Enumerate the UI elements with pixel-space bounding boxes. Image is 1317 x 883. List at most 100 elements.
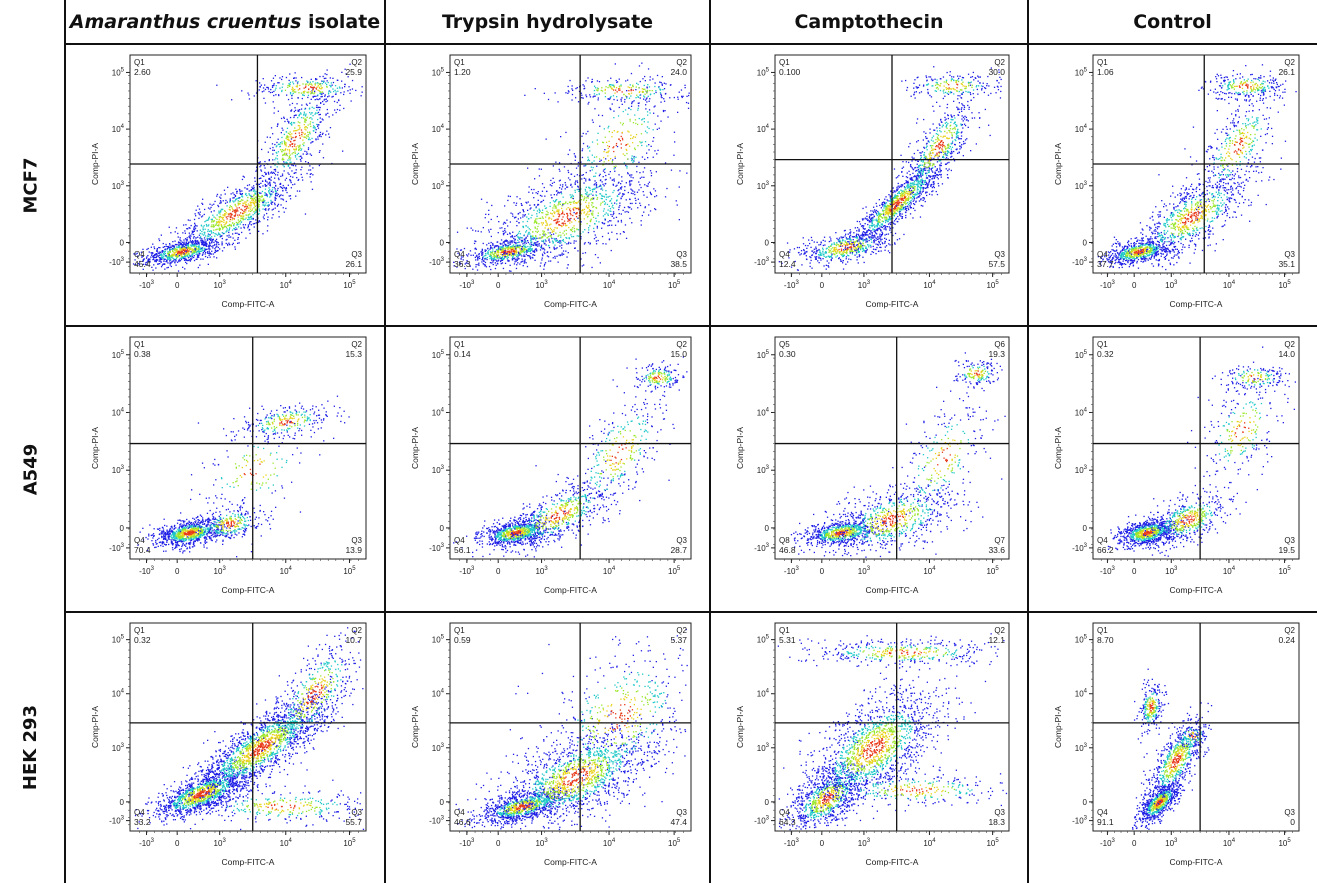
- data-point: [642, 78, 644, 80]
- data-point: [205, 244, 207, 246]
- data-point: [197, 266, 199, 269]
- data-point: [633, 100, 635, 102]
- data-point: [525, 231, 527, 233]
- data-point: [538, 243, 540, 245]
- data-point: [643, 88, 645, 90]
- data-point: [622, 193, 624, 195]
- data-point: [293, 149, 296, 151]
- data-point: [575, 202, 577, 204]
- data-point: [573, 225, 575, 227]
- data-point: [170, 232, 172, 234]
- data-point: [475, 264, 477, 266]
- data-point: [167, 251, 169, 253]
- data-point: [518, 241, 520, 243]
- x-tick-label: -103: [139, 280, 155, 290]
- data-point: [230, 206, 233, 208]
- data-point: [308, 108, 311, 110]
- data-point: [615, 144, 617, 147]
- data-point: [505, 240, 507, 242]
- data-point: [285, 161, 287, 163]
- data-point: [312, 115, 314, 117]
- data-point: [639, 141, 641, 143]
- data-point: [285, 187, 287, 189]
- data-point: [687, 107, 690, 109]
- data-point: [173, 251, 175, 254]
- data-point: [195, 246, 197, 248]
- data-point: [243, 227, 246, 229]
- data-point: [577, 217, 579, 219]
- data-point: [631, 174, 633, 176]
- data-point: [304, 86, 307, 89]
- data-point: [661, 76, 663, 78]
- data-point: [859, 247, 862, 249]
- data-point: [845, 244, 848, 246]
- data-point: [537, 204, 540, 206]
- data-point: [172, 250, 174, 253]
- data-point: [623, 206, 626, 209]
- data-point: [605, 158, 607, 160]
- data-point: [484, 264, 487, 266]
- data-point: [790, 266, 793, 268]
- data-point: [466, 254, 468, 256]
- data-point: [607, 232, 609, 234]
- data-point: [641, 62, 643, 64]
- data-point: [578, 199, 581, 202]
- data-point: [590, 218, 592, 220]
- data-point: [276, 192, 278, 194]
- data-point: [300, 160, 302, 162]
- data-point: [631, 101, 633, 103]
- data-point: [213, 256, 215, 258]
- data-point: [333, 100, 336, 103]
- data-point: [289, 116, 292, 119]
- data-point: [282, 198, 284, 200]
- data-point: [660, 89, 662, 91]
- data-point: [522, 225, 524, 228]
- data-point: [286, 135, 288, 137]
- data-point: [502, 250, 504, 253]
- data-point: [512, 253, 514, 255]
- data-point: [533, 250, 535, 252]
- data-point: [283, 133, 285, 136]
- data-point: [210, 231, 213, 233]
- data-point: [260, 84, 262, 86]
- data-point: [512, 252, 514, 254]
- data-point: [268, 191, 270, 193]
- data-point: [191, 230, 193, 232]
- data-point: [632, 84, 634, 86]
- data-point: [808, 239, 810, 241]
- data-point: [134, 264, 136, 266]
- data-point: [206, 239, 209, 241]
- data-point: [532, 231, 534, 233]
- data-point: [284, 162, 286, 164]
- data-point: [224, 213, 226, 215]
- data-point: [170, 265, 172, 268]
- data-point: [273, 186, 275, 189]
- data-point: [224, 210, 226, 212]
- data-point: [278, 82, 280, 84]
- data-point: [545, 240, 547, 242]
- data-point: [585, 214, 587, 216]
- data-point: [314, 84, 316, 86]
- data-point: [257, 198, 259, 200]
- data-point: [486, 201, 488, 204]
- data-point: [816, 250, 818, 252]
- data-point: [575, 212, 578, 214]
- data-point: [531, 244, 533, 246]
- data-point: [529, 243, 531, 245]
- data-point: [510, 270, 512, 272]
- data-point: [255, 199, 257, 201]
- data-point: [225, 221, 228, 223]
- data-point: [201, 233, 203, 235]
- data-point: [178, 241, 180, 244]
- data-point: [549, 184, 551, 186]
- data-point: [547, 213, 549, 216]
- data-point: [254, 189, 256, 191]
- data-point: [267, 204, 270, 206]
- data-point: [323, 77, 325, 80]
- data-point: [819, 250, 821, 252]
- data-point: [678, 219, 680, 221]
- data-point: [635, 202, 637, 204]
- data-point: [217, 232, 220, 234]
- data-point: [171, 261, 173, 263]
- data-point: [528, 186, 530, 188]
